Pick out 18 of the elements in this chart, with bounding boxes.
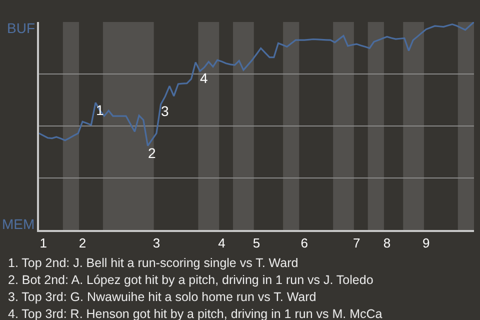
text: MEM — [2, 216, 35, 232]
annotation: 1 — [96, 102, 104, 118]
x-tick-label: 7 — [352, 235, 360, 250]
text: 3. Top 3rd: G. Nwawuihe hit a solo home run vs T. Ward — [8, 290, 316, 304]
x-tick-label: 2 — [78, 235, 86, 250]
text: 2. Bot 2nd: A. López got hit by a pitch, driving in 1 run vs J. Toledo — [8, 273, 374, 287]
annotation: 4 — [200, 70, 208, 86]
x-tick-label: 3 — [152, 235, 160, 250]
x-tick-label: 9 — [422, 235, 430, 250]
x-tick-label: 1 — [40, 235, 47, 250]
annotation: 2 — [148, 145, 156, 161]
annotation: 3 — [161, 103, 169, 119]
x-tick-label: 8 — [383, 235, 391, 250]
text: 1. Top 2nd: J. Bell hit a run-scoring single vs T. Ward — [8, 256, 298, 270]
text: BUF — [7, 20, 35, 36]
x-tick-label: 4 — [218, 235, 226, 250]
x-tick-label: 5 — [252, 235, 260, 250]
x-tick-label: 6 — [300, 235, 308, 250]
